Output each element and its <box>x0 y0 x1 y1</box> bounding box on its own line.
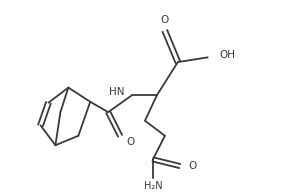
Text: H₂N: H₂N <box>144 181 162 191</box>
Text: OH: OH <box>220 50 235 60</box>
Text: HN: HN <box>108 87 124 97</box>
Text: O: O <box>161 15 169 25</box>
Text: O: O <box>126 137 134 147</box>
Text: O: O <box>189 161 197 171</box>
